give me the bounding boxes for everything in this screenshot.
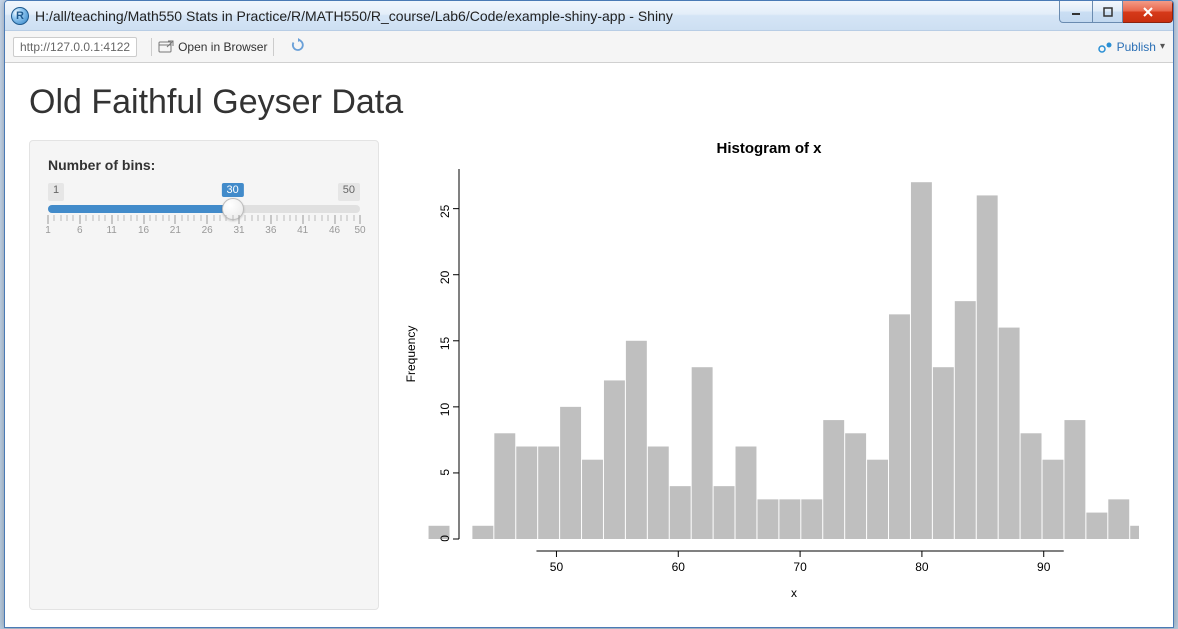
svg-text:x: x (791, 586, 797, 600)
svg-text:15: 15 (438, 336, 452, 350)
open-in-browser-button[interactable]: Open in Browser (158, 40, 267, 54)
svg-text:90: 90 (1037, 560, 1051, 574)
svg-text:60: 60 (672, 560, 686, 574)
close-button[interactable] (1123, 1, 1173, 23)
slider-fill (48, 205, 233, 213)
minimize-button[interactable] (1059, 1, 1093, 23)
svg-text:20: 20 (438, 270, 452, 284)
svg-text:10: 10 (438, 403, 452, 417)
histogram-svg: 0 5 10 15 20 25 50 60 70 80 90 x Frequency (399, 159, 1139, 609)
bins-slider[interactable]: 1 30 50 16111621263136414650 (48, 183, 360, 241)
separator (151, 38, 152, 56)
slider-min: 1 (48, 183, 64, 201)
slider-ticks: 16111621263136414650 (48, 215, 360, 241)
svg-text:80: 80 (915, 560, 929, 574)
publish-label: Publish (1117, 40, 1156, 54)
chevron-down-icon: ▾ (1160, 41, 1165, 52)
rstudio-icon: R (11, 7, 29, 25)
svg-text:0: 0 (438, 535, 452, 542)
histogram-chart: Histogram of x 0 5 10 15 20 25 50 60 70 80 90 x Freq… (399, 140, 1139, 610)
sidebar-panel: Number of bins: 1 30 50 1611162126313641… (29, 140, 379, 610)
separator (273, 38, 274, 56)
app-window: R H:/all/teaching/Math550 Stats in Pract… (4, 0, 1174, 628)
refresh-button[interactable] (290, 37, 306, 56)
slider-track[interactable] (48, 205, 360, 213)
open-in-browser-label: Open in Browser (178, 40, 267, 54)
chart-title: Histogram of x (399, 140, 1139, 157)
maximize-button[interactable] (1093, 1, 1123, 23)
publish-button[interactable]: Publish ▾ (1097, 40, 1165, 54)
svg-text:Frequency: Frequency (404, 326, 418, 383)
svg-text:5: 5 (438, 469, 452, 476)
main-panel: Histogram of x 0 5 10 15 20 25 50 60 70 80 90 x Freq… (379, 140, 1149, 610)
content-area: Old Faithful Geyser Data Number of bins:… (5, 63, 1173, 627)
slider-value-badge: 30 (222, 183, 244, 197)
publish-icon (1097, 40, 1113, 54)
slider-max: 50 (338, 183, 360, 201)
window-title: H:/all/teaching/Math550 Stats in Practic… (35, 8, 673, 24)
titlebar[interactable]: R H:/all/teaching/Math550 Stats in Pract… (5, 1, 1173, 31)
url-display[interactable]: http://127.0.0.1:4122 (13, 37, 137, 57)
page-title: Old Faithful Geyser Data (29, 83, 1149, 122)
browser-icon (158, 40, 174, 54)
toolbar: http://127.0.0.1:4122 Open in Browser Pu… (5, 31, 1173, 63)
svg-text:70: 70 (793, 560, 807, 574)
svg-text:25: 25 (438, 204, 452, 218)
svg-text:50: 50 (550, 560, 564, 574)
slider-label: Number of bins: (48, 157, 360, 173)
